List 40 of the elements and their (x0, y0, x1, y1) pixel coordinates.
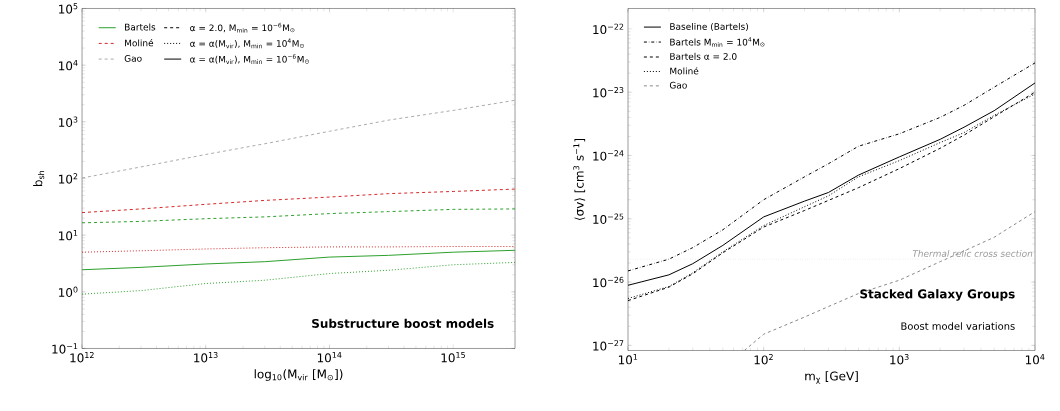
x-tick-label: 10$^{12}$ (70, 351, 94, 363)
x-axis-title: log$_{10}$(M$_{vir}$ [M$_{⊙}$]) (254, 369, 343, 381)
legend-label: Moliné (125, 38, 154, 47)
y-tick-label: 10$^{5}$ (59, 3, 78, 14)
annotation: Boost model variations (901, 321, 1015, 330)
legend-label: Bartels (125, 23, 156, 31)
y-tick-label: 10$^{−22}$ (593, 23, 624, 34)
y-tick-label: 10$^{−25}$ (593, 213, 624, 224)
x-tick-label: 10$^{13}$ (194, 351, 218, 363)
annotation: Substructure boost models (312, 318, 494, 328)
legend-label: α = 2.0, M$_{min}$ = 10$^{−6}$M$_{⊙}$ (190, 22, 295, 33)
y-tick-label: 10$^{0}$ (59, 286, 78, 297)
legend-label: Bartels α = 2.0 (670, 52, 737, 60)
y-tick-label: 10$^{2}$ (59, 173, 78, 184)
legend-label: α = α(M$_{vir}$), M$_{min}$ = 10$^{−6}$M$_{⊙}$ (190, 53, 309, 64)
legend-label: Bartels M$_{min}$ = 10$^{4}$M$_{⊙}$ (670, 36, 765, 47)
legend-label: Moliné (670, 66, 699, 75)
y-tick-label: 10$^{−27}$ (593, 339, 624, 351)
x-tick-label: 10$^{4}$ (1025, 353, 1045, 365)
y-tick-label: 10$^{−1}$ (52, 343, 78, 354)
x-axis-title: m$_{χ}$ [GeV] (805, 371, 858, 384)
y-tick-label: 10$^{1}$ (59, 229, 78, 241)
x-tick-label: 10$^{14}$ (317, 351, 342, 363)
y-tick-label: 10$^{4}$ (59, 59, 78, 71)
x-tick-label: 10$^{2}$ (754, 353, 773, 365)
ref-line-label: Thermal relic cross section (912, 249, 1033, 257)
x-tick-label: 10$^{3}$ (890, 353, 909, 365)
y-tick-label: 10$^{−23}$ (593, 86, 624, 98)
annotation: Stacked Galaxy Groups (860, 288, 1015, 301)
x-tick-label: 10$^{1}$ (618, 353, 638, 365)
y-tick-label: 10$^{−24}$ (593, 150, 624, 161)
y-axis-title: ⟨σv⟩ [cm$^{3}$ s$^{−1}$] (573, 138, 586, 220)
legend-label: α = α(M$_{vir}$), M$_{min}$ = 10$^{4}$M$_{⊙}$ (190, 38, 304, 48)
legend-label: Gao (124, 54, 142, 62)
y-tick-label: 10$^{−26}$ (593, 276, 624, 288)
legend-label: Gao (669, 81, 687, 89)
x-tick-label: 10$^{15}$ (441, 351, 465, 363)
y-tick-label: 10$^{3}$ (59, 116, 78, 127)
legend-label: Baseline (Bartels) (670, 22, 748, 31)
y-axis-title: b$_{sh}$ (33, 170, 45, 186)
